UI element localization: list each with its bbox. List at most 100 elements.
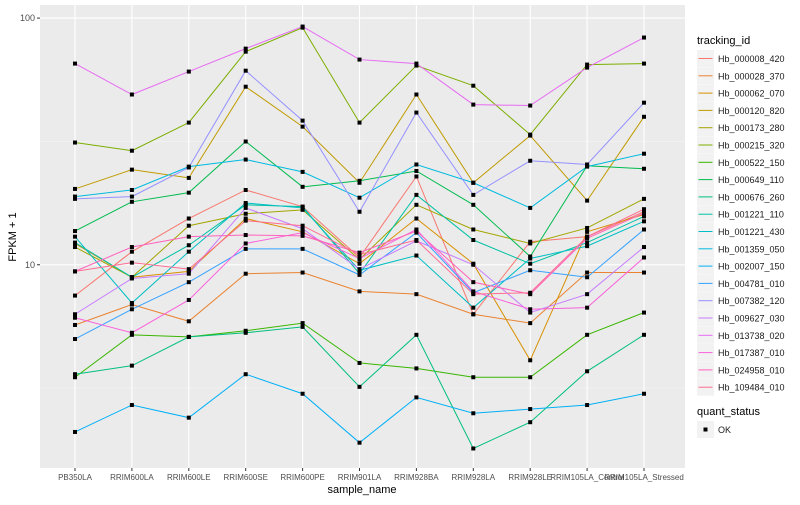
data-point-Hb_013738_020: [585, 65, 590, 70]
data-point-Hb_002007_150: [300, 391, 305, 396]
data-point-Hb_009627_030: [642, 245, 646, 250]
data-point-Hb_001221_430: [471, 305, 476, 310]
x-tick-label: RRIM600PE: [280, 473, 324, 482]
data-point-Hb_000676_260: [186, 334, 191, 339]
data-point-Hb_000028_370: [186, 319, 191, 324]
y-tick-label: 100: [20, 13, 35, 23]
data-point-Hb_004781_010: [73, 337, 77, 342]
data-point-Hb_000120_820: [129, 167, 134, 172]
data-point-Hb_013738_020: [414, 61, 419, 66]
data-point-Hb_000676_260: [300, 324, 305, 329]
data-point-Hb_017387_010: [642, 255, 646, 260]
data-point-Hb_109484_010: [243, 218, 248, 223]
data-point-Hb_013738_020: [243, 46, 248, 51]
data-point-Hb_000649_110: [300, 184, 305, 189]
data-point-Hb_024958_010: [642, 211, 646, 216]
data-point-Hb_000522_150: [73, 375, 77, 380]
data-point-Hb_000120_820: [414, 92, 419, 97]
data-point-Hb_000676_260: [129, 363, 134, 368]
data-point-Hb_000008_420: [243, 187, 248, 192]
x-axis-title: sample_name: [327, 484, 396, 496]
data-point-Hb_109484_010: [357, 252, 362, 257]
data-point-Hb_000008_420: [186, 216, 191, 221]
data-point-Hb_007382_120: [300, 118, 305, 123]
data-point-Hb_000028_370: [471, 312, 476, 317]
data-point-Hb_000173_280: [186, 223, 191, 228]
data-point-Hb_004781_010: [585, 275, 590, 280]
data-point-Hb_000522_150: [243, 328, 248, 333]
data-point-Hb_000676_260: [243, 330, 248, 335]
data-point-Hb_009627_030: [129, 276, 134, 281]
data-point-Hb_007382_120: [414, 110, 419, 115]
data-point-Hb_007382_120: [129, 194, 134, 199]
data-point-Hb_000028_370: [243, 271, 248, 276]
data-point-Hb_109484_010: [414, 238, 419, 243]
data-point-Hb_000215_320: [73, 140, 77, 145]
data-point-Hb_000008_420: [129, 249, 134, 254]
data-point-Hb_001221_430: [129, 300, 134, 305]
legend-label: Hb_000062_070: [718, 89, 785, 99]
data-point-Hb_002007_150: [528, 407, 533, 412]
data-point-Hb_024958_010: [300, 233, 305, 238]
data-point-Hb_002007_150: [585, 403, 590, 408]
data-point-Hb_000028_370: [357, 289, 362, 294]
x-tick-label: RRIM928LE: [508, 473, 552, 482]
data-point-Hb_013738_020: [73, 61, 77, 66]
legend-label: Hb_000028_370: [718, 71, 785, 81]
legend-label: Hb_000676_260: [718, 192, 785, 202]
data-point-Hb_013738_020: [528, 103, 533, 108]
data-point-Hb_000522_150: [528, 375, 533, 380]
data-point-Hb_000676_260: [414, 332, 419, 337]
data-point-Hb_000215_320: [528, 132, 533, 137]
legend-label: Hb_001221_110: [718, 210, 784, 220]
data-point-Hb_001359_050: [129, 187, 134, 192]
data-point-Hb_017387_010: [585, 305, 590, 310]
data-point-Hb_001221_430: [300, 205, 305, 210]
data-point-Hb_024958_010: [129, 245, 134, 250]
data-point-Hb_000522_150: [300, 321, 305, 326]
data-point-Hb_002007_150: [357, 440, 362, 445]
data-point-Hb_000028_370: [528, 321, 533, 326]
legend-label-ok: OK: [718, 425, 731, 435]
series-points: [73, 24, 646, 451]
data-point-Hb_000120_820: [243, 84, 248, 89]
data-point-Hb_009627_030: [300, 226, 305, 231]
data-point-Hb_001221_430: [414, 253, 419, 258]
x-tick-label: PB350LA: [58, 473, 92, 482]
x-tick-label: RRIM928BA: [394, 473, 439, 482]
x-tick-label: RRIM600SE: [223, 473, 267, 482]
x-tick-label: RRIM600LE: [167, 473, 211, 482]
data-point-Hb_000120_820: [186, 175, 191, 180]
x-tick-label: RRIM901LA: [338, 473, 382, 482]
data-point-Hb_000215_320: [186, 120, 191, 125]
data-point-Hb_024958_010: [186, 234, 191, 239]
data-point-Hb_002007_150: [186, 415, 191, 420]
data-point-Hb_000062_070: [357, 261, 362, 266]
x-axis: PB350LA RRIM600LA RRIM600LE RRIM600SE RRIM60…: [58, 468, 684, 482]
data-point-Hb_001359_050: [414, 162, 419, 167]
data-point-Hb_001221_430: [243, 200, 248, 205]
x-tick-label: RRIM928LA: [452, 473, 496, 482]
data-point-Hb_017387_010: [129, 330, 134, 335]
data-point-Hb_024958_010: [414, 229, 419, 234]
data-point-Hb_000215_320: [129, 148, 134, 153]
data-point-Hb_004781_010: [300, 246, 305, 251]
data-point-Hb_004781_010: [642, 227, 646, 232]
data-point-Hb_000173_280: [528, 241, 533, 246]
data-point-Hb_009627_030: [528, 310, 533, 315]
data-point-Hb_109484_010: [528, 290, 533, 295]
data-point-Hb_000522_150: [414, 366, 419, 371]
data-point-Hb_000522_150: [129, 332, 134, 337]
data-point-Hb_000676_260: [471, 446, 476, 451]
data-point-Hb_109484_010: [471, 292, 476, 297]
legend-label: Hb_000215_320: [718, 141, 785, 151]
data-point-Hb_009627_030: [243, 205, 248, 210]
data-point-Hb_000028_370: [585, 270, 590, 275]
data-point-Hb_001221_110: [414, 192, 419, 197]
data-point-Hb_000062_070: [528, 358, 533, 363]
data-point-Hb_001221_110: [585, 240, 590, 245]
data-point-Hb_009627_030: [186, 271, 191, 276]
data-point-Hb_000649_110: [642, 166, 646, 171]
legend-label: Hb_000120_820: [718, 106, 785, 116]
data-point-Hb_000676_260: [642, 332, 646, 337]
